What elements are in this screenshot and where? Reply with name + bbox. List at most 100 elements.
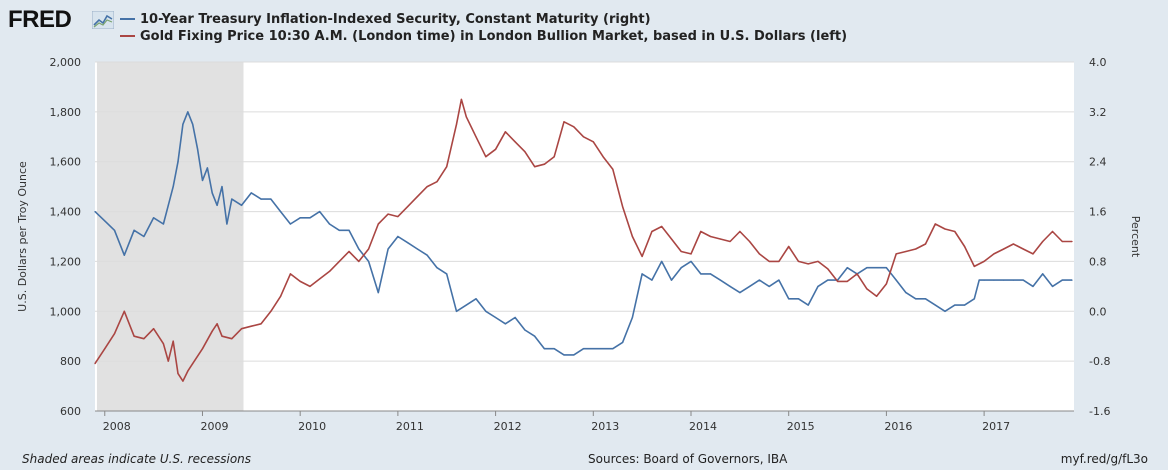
data-point (700, 230, 702, 233)
left-tick-label: 1,600 (50, 156, 82, 169)
data-point (836, 280, 839, 282)
data-point (455, 123, 458, 125)
data-point (367, 248, 370, 250)
data-point (348, 250, 350, 253)
data-point (172, 340, 174, 342)
x-tick-label: 2016 (884, 420, 912, 433)
legend-item-treasury[interactable]: 10-Year Treasury Inflation-Indexed Secur… (120, 11, 847, 28)
data-point (94, 363, 96, 365)
data-point (436, 181, 438, 183)
data-point (475, 136, 477, 138)
data-point (670, 238, 673, 240)
left-tick-label: 2,000 (50, 56, 82, 69)
data-point (289, 273, 292, 275)
data-point (934, 223, 936, 225)
data-point (768, 285, 770, 287)
data-point (993, 253, 995, 255)
right-tick-label: 1.6 (1089, 206, 1107, 219)
data-point (182, 380, 184, 382)
data-point (954, 230, 956, 233)
data-point (582, 136, 585, 138)
data-point (104, 220, 106, 222)
data-point (993, 279, 995, 281)
fred-logo[interactable]: FRED (8, 6, 72, 33)
data-point (504, 323, 506, 325)
data-point (494, 148, 497, 150)
data-point (582, 348, 585, 350)
data-point (436, 267, 438, 269)
data-point (309, 217, 311, 219)
data-point (944, 310, 946, 312)
data-point (485, 156, 487, 158)
data-point (1042, 273, 1044, 275)
legend-item-gold[interactable]: Gold Fixing Price 10:30 A.M. (London tim… (120, 28, 847, 45)
data-point (387, 213, 389, 215)
legend-label-gold: Gold Fixing Price 10:30 A.M. (London tim… (140, 29, 848, 44)
data-point (700, 273, 702, 275)
data-point (416, 248, 419, 250)
data-point (622, 341, 624, 344)
data-point (797, 260, 800, 263)
data-point (504, 131, 506, 133)
data-point (94, 210, 96, 213)
data-point (563, 121, 565, 123)
x-tick-label: 2017 (982, 420, 1010, 433)
data-point (690, 253, 692, 255)
data-point (543, 348, 546, 350)
data-point (338, 229, 340, 231)
data-point (367, 260, 370, 263)
x-tick-label: 2015 (787, 420, 815, 433)
data-point (983, 279, 985, 281)
data-point (543, 163, 546, 165)
data-point (358, 248, 360, 250)
data-point (876, 267, 878, 269)
recession-note: Shaded areas indicate U.S. recessions (22, 452, 252, 466)
data-point (162, 343, 164, 345)
data-point (221, 335, 223, 337)
left-axis-label: U.S. Dollars per Troy Ounce (16, 161, 29, 312)
right-axis-label: Percent (1129, 216, 1142, 258)
data-point (895, 253, 897, 255)
data-point (177, 161, 179, 163)
data-point (1071, 240, 1073, 243)
data-point (778, 260, 780, 263)
data-point (377, 223, 379, 225)
data-point (260, 198, 262, 200)
data-point (1012, 279, 1015, 281)
short-url-link[interactable]: myf.red/g/fL3o (1060, 452, 1148, 466)
data-point (729, 285, 731, 287)
data-point (885, 283, 888, 285)
data-point (749, 285, 751, 287)
right-tick-label: -1.6 (1089, 405, 1110, 418)
data-point (1042, 240, 1044, 243)
data-point (876, 295, 878, 297)
data-point (924, 298, 927, 300)
right-tick-label: 0.8 (1089, 255, 1107, 268)
data-point (231, 198, 233, 200)
data-point (729, 240, 731, 243)
data-point (602, 156, 604, 158)
data-point (299, 217, 301, 219)
data-point (167, 360, 169, 362)
data-point (846, 280, 848, 282)
data-point (778, 279, 780, 281)
data-point (260, 323, 262, 325)
data-point (1022, 248, 1024, 250)
data-point (319, 278, 321, 280)
data-point (206, 167, 208, 169)
data-point (113, 229, 116, 231)
x-tick-label: 2009 (200, 420, 228, 433)
left-tick-label: 1,800 (50, 106, 82, 119)
data-point (817, 285, 819, 287)
x-tick-label: 2010 (298, 420, 326, 433)
data-point (270, 198, 272, 200)
data-point (963, 304, 966, 306)
data-point (924, 243, 927, 245)
data-point (602, 348, 604, 350)
data-point (612, 348, 614, 350)
data-point (514, 316, 516, 319)
data-point (211, 192, 213, 194)
data-point (187, 111, 189, 113)
left-tick-label: 600 (60, 405, 81, 418)
